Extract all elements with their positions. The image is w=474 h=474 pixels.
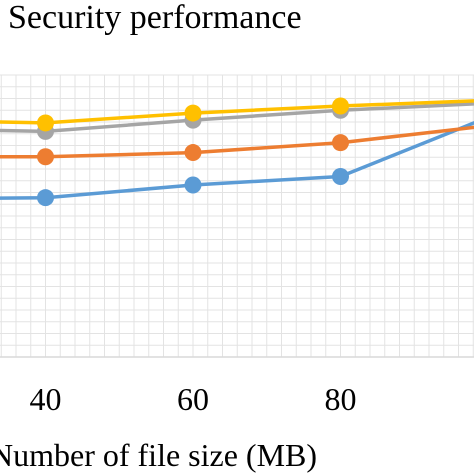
series-4 xyxy=(0,97,474,132)
series-point xyxy=(332,134,349,152)
chart-title: Security performance xyxy=(8,0,302,36)
series-point xyxy=(37,148,54,166)
series-point xyxy=(332,97,349,115)
series-point xyxy=(37,114,54,132)
series-1 xyxy=(0,121,474,207)
series-point xyxy=(332,168,349,186)
series-point xyxy=(184,104,202,122)
series-point xyxy=(37,189,54,207)
x-tick-label: 80 xyxy=(325,381,357,417)
x-tick-label: 60 xyxy=(177,381,209,417)
gridlines xyxy=(0,74,474,357)
x-tick-label: 40 xyxy=(30,381,62,417)
x-axis-title: Number of file size (MB) xyxy=(0,437,317,473)
x-tick-labels: 4060801 xyxy=(30,381,357,417)
series-point xyxy=(184,176,202,194)
series-2 xyxy=(0,125,474,166)
series-group xyxy=(0,97,474,207)
series-point xyxy=(184,144,202,162)
